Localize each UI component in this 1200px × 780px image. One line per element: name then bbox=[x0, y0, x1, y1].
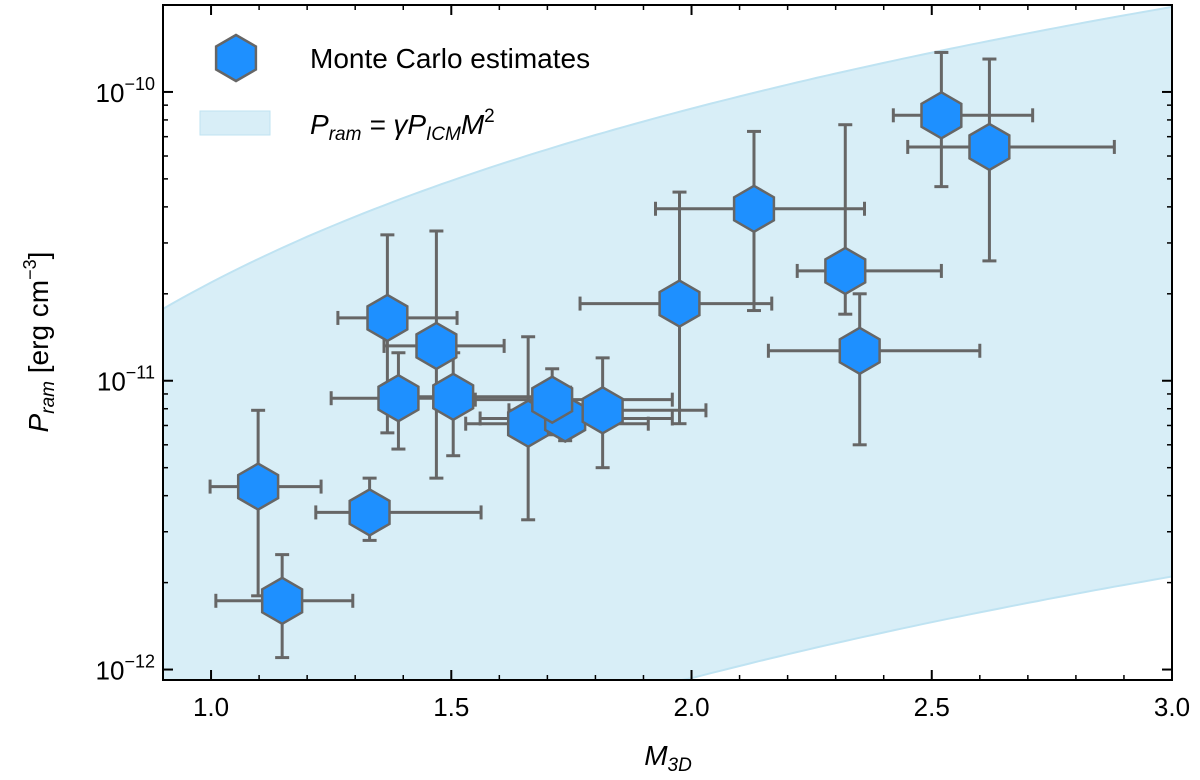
legend-marker-hexagon bbox=[214, 33, 258, 83]
data-point-hexagon bbox=[838, 326, 881, 376]
legend: Monte Carlo estimates Pram = γPICMM2 bbox=[199, 33, 590, 145]
data-point-hexagon bbox=[920, 90, 963, 140]
data-point-hexagon bbox=[432, 372, 475, 422]
data-point-hexagon bbox=[968, 122, 1011, 172]
data-point-hexagon bbox=[377, 373, 420, 423]
y-tick-label: 10−12 bbox=[96, 652, 155, 686]
data-point-hexagon bbox=[348, 487, 391, 537]
data-point-hexagon bbox=[415, 321, 458, 371]
data-point-hexagon bbox=[236, 462, 280, 512]
data-point-hexagon bbox=[581, 385, 624, 435]
legend-patch-band bbox=[199, 110, 271, 136]
plot-frame bbox=[162, 4, 1173, 681]
data-point-hexagon bbox=[824, 246, 867, 296]
data-point-hexagon bbox=[658, 279, 701, 329]
data-point-hexagon bbox=[260, 576, 304, 626]
data-point-hexagon bbox=[366, 293, 409, 343]
x-tick-label: 1.5 bbox=[433, 692, 469, 722]
y-axis-label: Pram [erg cm−3] bbox=[20, 252, 59, 433]
x-tick-label: 2.0 bbox=[673, 692, 709, 722]
x-tick-label: 3.0 bbox=[1154, 692, 1190, 722]
legend-label-monte-carlo: Monte Carlo estimates bbox=[310, 43, 590, 74]
x-tick-label: 2.5 bbox=[914, 692, 950, 722]
x-tick-label: 1.0 bbox=[193, 692, 229, 722]
y-tick-label: 10−10 bbox=[96, 74, 155, 108]
legend-label-band: Pram = γPICMM2 bbox=[310, 106, 495, 145]
y-tick-label: 10−11 bbox=[97, 363, 155, 397]
x-axis-label: M3D bbox=[644, 740, 692, 776]
data-point-hexagon bbox=[531, 375, 574, 425]
band-area bbox=[163, 5, 1172, 680]
data-point-hexagon bbox=[732, 184, 776, 234]
